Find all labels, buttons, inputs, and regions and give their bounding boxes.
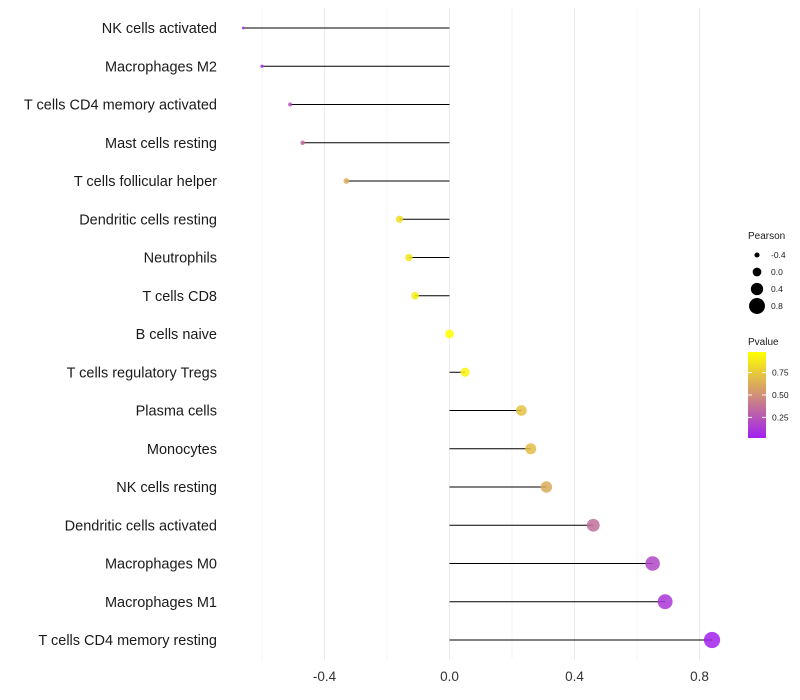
y-tick-label: Macrophages M2 [105, 59, 217, 75]
size-legend-key [754, 252, 760, 258]
y-tick-label: Dendritic cells resting [79, 212, 217, 228]
y-tick-label: T cells CD4 memory resting [38, 633, 217, 649]
y-tick-label: Macrophages M1 [105, 595, 217, 611]
y-tick-label: Plasma cells [136, 404, 217, 420]
y-tick-label: Macrophages M0 [105, 557, 217, 573]
lollipop-point [405, 253, 413, 262]
y-tick-label: T cells CD4 memory activated [24, 98, 217, 114]
lollipop-point [411, 291, 419, 300]
size-legend-key [752, 267, 762, 277]
y-tick-label: Dendritic cells activated [65, 518, 217, 534]
color-legend-label: 0.75 [772, 368, 789, 378]
lollipop-point [645, 556, 660, 571]
x-tick-label: 0.4 [565, 669, 584, 684]
size-legend-title: Pearson [748, 231, 785, 242]
lollipop-point [445, 329, 454, 339]
size-legend-label: 0.4 [771, 284, 783, 294]
color-legend-bar [748, 352, 766, 438]
x-tick-label: 0.8 [690, 669, 709, 684]
y-tick-label: Neutrophils [144, 251, 217, 267]
lollipop-point [343, 178, 350, 184]
lollipop-point [586, 518, 600, 532]
lollipop-point [241, 26, 245, 30]
size-legend-key [749, 298, 765, 314]
y-tick-label: NK cells activated [102, 21, 217, 37]
lollipop-point [288, 102, 293, 107]
y-tick-label: B cells naive [136, 327, 217, 343]
y-tick-label: T cells CD8 [142, 289, 217, 305]
y-tick-label: NK cells resting [116, 480, 217, 496]
lollipop-point [703, 631, 721, 649]
size-legend-label: -0.4 [771, 250, 786, 260]
lollipop-point [460, 367, 470, 377]
color-legend-label: 0.50 [772, 390, 789, 400]
color-legend-label: 0.25 [772, 412, 789, 422]
lollipop-point [260, 64, 264, 68]
y-tick-label: T cells regulatory Tregs [67, 365, 217, 381]
y-tick-label: Mast cells resting [105, 136, 217, 152]
x-tick-label: 0.0 [440, 669, 459, 684]
size-legend-key [750, 282, 764, 296]
size-legend-label: 0.0 [771, 267, 783, 277]
lollipop-point [657, 594, 673, 610]
lollipop-point [300, 140, 305, 145]
lollipop-point [395, 215, 404, 223]
lollipop-point [525, 443, 537, 455]
y-tick-label: T cells follicular helper [74, 174, 217, 190]
lollipop-point [515, 405, 527, 416]
color-legend-title: Pvalue [748, 337, 779, 348]
size-legend-label: 0.8 [771, 301, 783, 311]
lollipop-point [540, 481, 553, 493]
x-tick-label: -0.4 [313, 669, 337, 684]
y-tick-label: Monocytes [147, 442, 217, 458]
